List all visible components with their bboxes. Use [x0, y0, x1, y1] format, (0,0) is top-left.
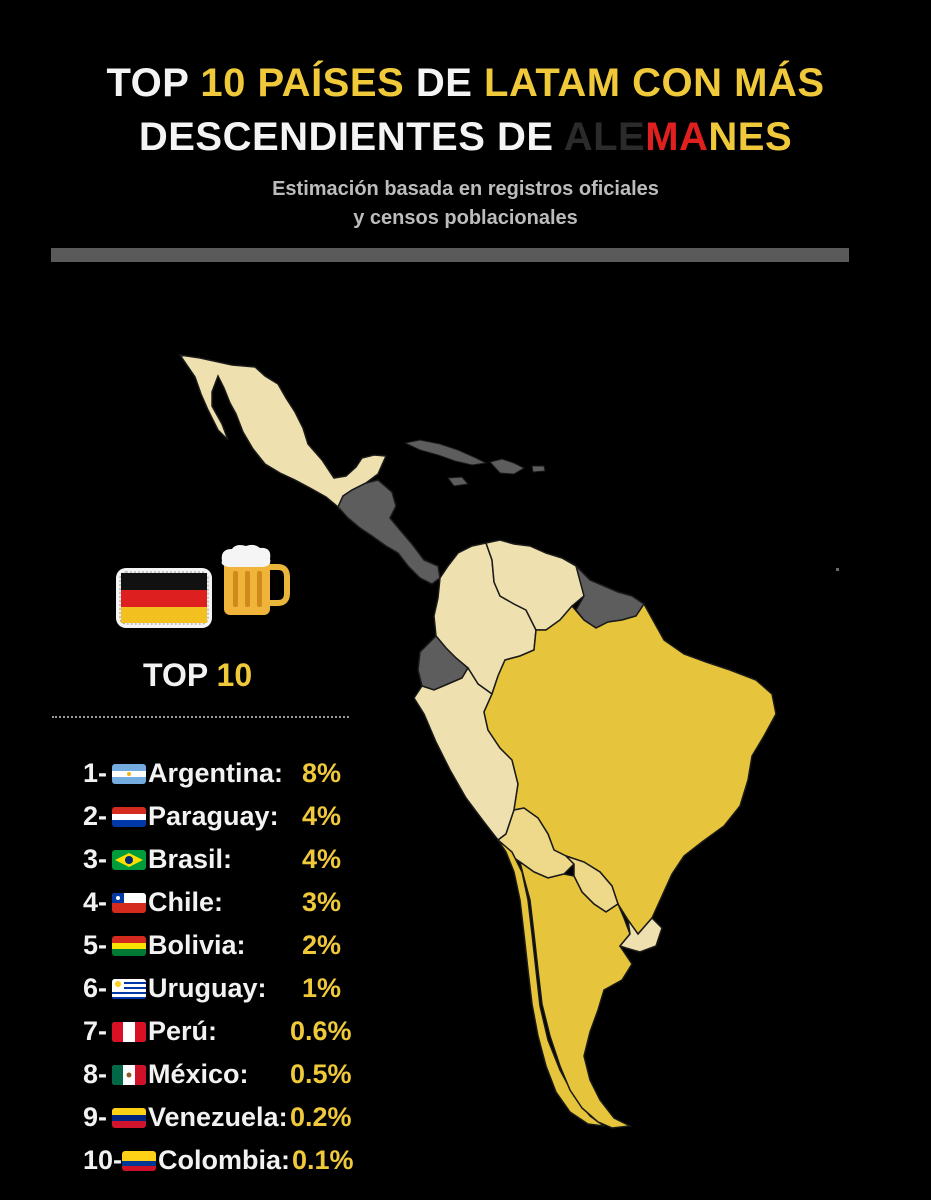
ranking-row: 4- Chile: 3% — [0, 885, 400, 919]
chile-flag-icon — [112, 893, 146, 913]
ranking-row: 2- Paraguay: 4% — [0, 799, 400, 833]
top10-heading: TOP 10 — [143, 657, 253, 693]
country-name: Colombia: — [158, 1145, 290, 1175]
percentage-value: 0.2% — [290, 1102, 352, 1132]
peru-flag-icon — [112, 1022, 146, 1042]
rank-number: 2- — [83, 801, 108, 831]
percentage-value: 4% — [302, 844, 342, 874]
map-uruguay — [618, 916, 663, 953]
country-name: Paraguay: — [148, 801, 279, 831]
percentage-value: 3% — [302, 887, 342, 917]
rank-number: 10- — [83, 1145, 123, 1175]
map-central-america — [337, 479, 441, 585]
country-name: Brasil: — [148, 844, 233, 874]
title-line-2: DESCENDIENTES DE ALEMANES — [138, 115, 793, 159]
uruguay-flag-icon — [112, 979, 146, 999]
ranking-row: 7- Perú: 0.6% — [0, 1014, 400, 1048]
beer-mug-icon — [221, 544, 290, 615]
colombia-flag-icon — [122, 1151, 156, 1171]
percentage-value: 0.6% — [290, 1016, 352, 1046]
percentage-value: 1% — [302, 973, 342, 1003]
map-argentina — [518, 860, 633, 1129]
percentage-value: 0.5% — [290, 1059, 352, 1089]
rank-number: 4- — [83, 887, 108, 917]
title-line-1: TOP 10 PAÍSES DE LATAM CON MÁS — [106, 61, 825, 105]
mexico-flag-icon — [112, 1065, 146, 1085]
ranking-row: 9- Venezuela: 0.2% — [0, 1100, 400, 1134]
map-mexico — [178, 354, 388, 509]
ranking-row: 5- Bolivia: 2% — [0, 928, 400, 962]
ranking-row: 8- México: 0.5% — [0, 1057, 400, 1091]
country-name: Bolivia: — [148, 930, 246, 960]
argentina-flag-icon — [112, 764, 146, 784]
ranking-row: 1- Argentina: 8% — [0, 756, 400, 790]
country-name: México: — [148, 1059, 249, 1089]
country-name: Chile: — [148, 887, 224, 917]
map-puerto-rico — [531, 465, 546, 473]
country-name: Argentina: — [148, 758, 283, 788]
map-jamaica — [447, 476, 469, 487]
rank-number: 6- — [83, 973, 108, 1003]
country-name: Uruguay: — [148, 973, 267, 1003]
ranking-row: 6- Uruguay: 1% — [0, 971, 400, 1005]
bolivia-flag-icon — [112, 936, 146, 956]
germany-flag-icon — [116, 568, 212, 628]
venezuela-flag-icon — [112, 1108, 146, 1128]
percentage-value: 2% — [302, 930, 342, 960]
country-name: Perú: — [148, 1016, 218, 1046]
ranking-row: 10- Colombia: 0.1% — [0, 1143, 400, 1177]
dotted-divider — [52, 716, 349, 718]
rank-number: 3- — [83, 844, 108, 874]
country-name: Venezuela: — [148, 1102, 288, 1132]
map-chile — [497, 839, 605, 1127]
subtitle-line-1: Estimación basada en registros oficiales — [272, 178, 659, 200]
subtitle-line-2: y censos poblacionales — [353, 207, 578, 229]
ranking-row: 3- Brasil: 4% — [0, 842, 400, 876]
brazil-flag-icon — [112, 850, 146, 870]
percentage-value: 0.1% — [292, 1145, 354, 1175]
percentage-value: 8% — [302, 758, 342, 788]
paraguay-flag-icon — [112, 807, 146, 827]
rank-number: 7- — [83, 1016, 108, 1046]
title-divider — [51, 248, 849, 262]
map-island-caribbean — [836, 568, 839, 571]
map-hispaniola — [489, 458, 526, 475]
map-cuba — [403, 439, 488, 466]
rank-number: 8- — [83, 1059, 108, 1089]
rank-number: 9- — [83, 1102, 108, 1132]
rank-number: 1- — [83, 758, 108, 788]
percentage-value: 4% — [302, 801, 342, 831]
rank-number: 5- — [83, 930, 108, 960]
